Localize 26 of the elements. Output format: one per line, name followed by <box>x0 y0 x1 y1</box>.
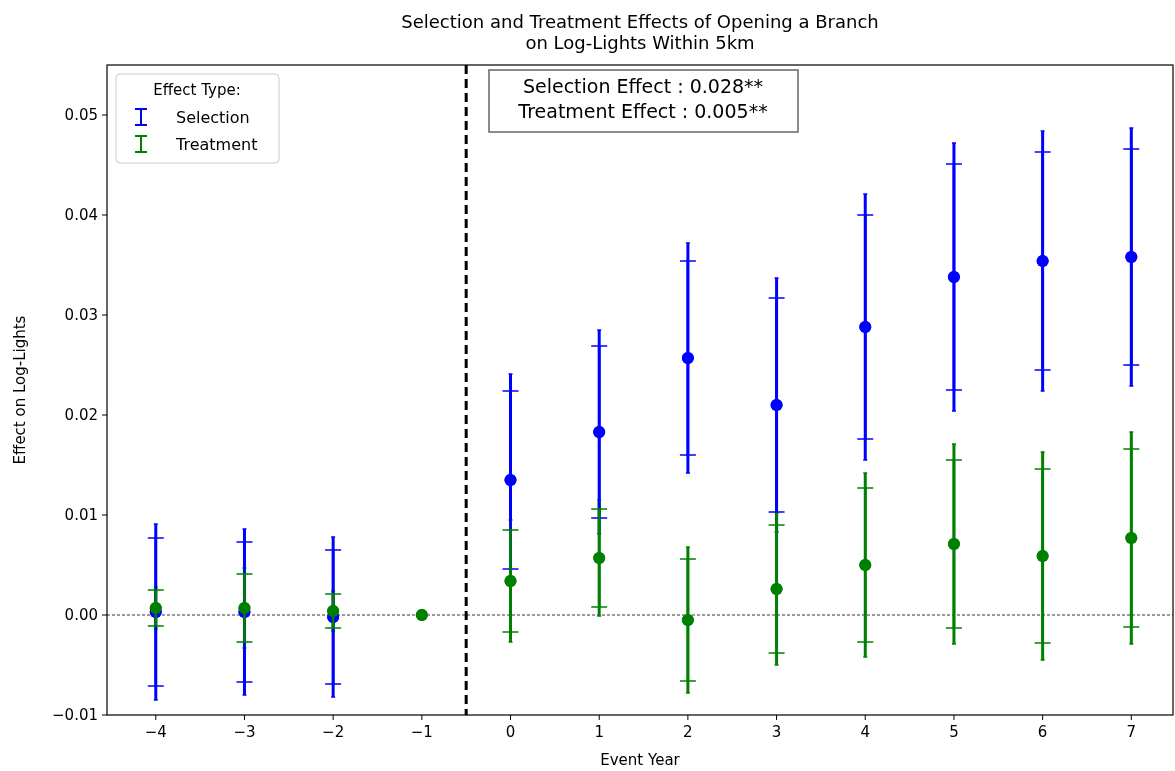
y-axis-title: Effect on Log-Lights <box>11 315 29 465</box>
legend-label: Selection <box>176 108 250 127</box>
x-tick-label: 6 <box>1037 723 1048 741</box>
x-tick-label: 3 <box>771 723 782 741</box>
x-tick-label: −4 <box>144 723 167 741</box>
y-tick-label: 0.04 <box>64 206 98 224</box>
x-tick-label: 1 <box>594 723 604 741</box>
x-tick-label: 2 <box>683 723 693 741</box>
x-tick-label: −1 <box>410 723 433 741</box>
y-tick-label: 0.05 <box>64 106 98 124</box>
y-tick-label: 0.00 <box>64 606 98 624</box>
chart-title: Selection and Treatment Effects of Opening a Branch on Log-Lights Within 5km <box>401 11 879 53</box>
legend-title: Effect Type: <box>153 81 241 99</box>
x-tick-label: 4 <box>860 723 871 741</box>
y-tick-label: −0.01 <box>52 706 98 724</box>
y-tick-label: 0.02 <box>64 406 98 424</box>
x-tick-label: 0 <box>505 723 516 741</box>
x-tick-label: −3 <box>233 723 256 741</box>
x-tick-label: −2 <box>322 723 345 741</box>
annotation: Selection Effect : 0.028** Treatment Effect : 0.005** <box>517 75 768 122</box>
x-tick-label: 5 <box>949 723 959 741</box>
x-axis-title: Event Year <box>600 751 681 769</box>
x-tick-label: 7 <box>1126 723 1137 741</box>
y-tick-label: 0.03 <box>64 306 98 324</box>
legend-label: Treatment <box>175 135 258 154</box>
y-tick-label: 0.01 <box>64 506 98 524</box>
